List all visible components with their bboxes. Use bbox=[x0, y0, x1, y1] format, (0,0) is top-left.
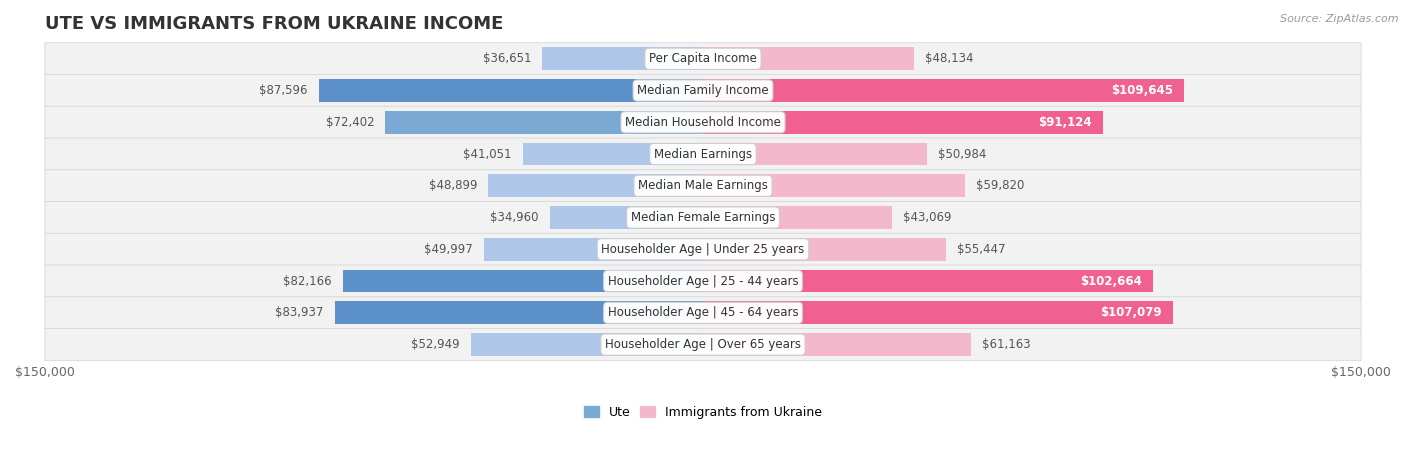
Text: Median Household Income: Median Household Income bbox=[626, 116, 780, 129]
Bar bbox=[703, 111, 1102, 134]
Text: $36,651: $36,651 bbox=[482, 52, 531, 65]
FancyBboxPatch shape bbox=[45, 297, 1361, 329]
Text: $43,069: $43,069 bbox=[903, 211, 952, 224]
Text: $34,960: $34,960 bbox=[491, 211, 538, 224]
Text: Householder Age | Over 65 years: Householder Age | Over 65 years bbox=[605, 338, 801, 351]
Text: UTE VS IMMIGRANTS FROM UKRAINE INCOME: UTE VS IMMIGRANTS FROM UKRAINE INCOME bbox=[45, 15, 503, 33]
FancyBboxPatch shape bbox=[45, 234, 1361, 265]
Bar bbox=[703, 79, 1184, 102]
FancyBboxPatch shape bbox=[45, 329, 1361, 361]
Text: Householder Age | 25 - 44 years: Householder Age | 25 - 44 years bbox=[607, 275, 799, 288]
Bar bbox=[703, 269, 1153, 292]
Text: $82,166: $82,166 bbox=[283, 275, 332, 288]
Text: $102,664: $102,664 bbox=[1081, 275, 1143, 288]
Text: $109,645: $109,645 bbox=[1111, 84, 1173, 97]
Text: $55,447: $55,447 bbox=[957, 243, 1005, 256]
Bar bbox=[343, 269, 703, 292]
Text: $87,596: $87,596 bbox=[259, 84, 308, 97]
Bar bbox=[703, 174, 966, 197]
Text: Median Female Earnings: Median Female Earnings bbox=[631, 211, 775, 224]
Bar bbox=[703, 206, 891, 229]
Bar bbox=[703, 333, 972, 356]
FancyBboxPatch shape bbox=[45, 42, 1361, 75]
Text: Source: ZipAtlas.com: Source: ZipAtlas.com bbox=[1281, 14, 1399, 24]
Text: $107,079: $107,079 bbox=[1099, 306, 1161, 319]
Text: Median Earnings: Median Earnings bbox=[654, 148, 752, 161]
Bar bbox=[703, 301, 1173, 324]
Text: $50,984: $50,984 bbox=[938, 148, 986, 161]
FancyBboxPatch shape bbox=[45, 170, 1361, 202]
Text: Median Male Earnings: Median Male Earnings bbox=[638, 179, 768, 192]
Bar bbox=[484, 238, 703, 261]
FancyBboxPatch shape bbox=[45, 106, 1361, 138]
FancyBboxPatch shape bbox=[45, 75, 1361, 106]
Text: $91,124: $91,124 bbox=[1038, 116, 1092, 129]
Bar bbox=[703, 47, 914, 70]
Bar bbox=[319, 79, 703, 102]
Bar bbox=[523, 142, 703, 165]
Text: $49,997: $49,997 bbox=[425, 243, 472, 256]
Text: $48,899: $48,899 bbox=[429, 179, 478, 192]
Text: Per Capita Income: Per Capita Income bbox=[650, 52, 756, 65]
Bar bbox=[471, 333, 703, 356]
Bar bbox=[543, 47, 703, 70]
Text: Householder Age | Under 25 years: Householder Age | Under 25 years bbox=[602, 243, 804, 256]
Bar bbox=[335, 301, 703, 324]
Bar bbox=[385, 111, 703, 134]
Text: $83,937: $83,937 bbox=[276, 306, 323, 319]
Bar bbox=[550, 206, 703, 229]
Text: $59,820: $59,820 bbox=[976, 179, 1025, 192]
Bar bbox=[703, 142, 927, 165]
FancyBboxPatch shape bbox=[45, 265, 1361, 297]
Text: Householder Age | 45 - 64 years: Householder Age | 45 - 64 years bbox=[607, 306, 799, 319]
Text: Median Family Income: Median Family Income bbox=[637, 84, 769, 97]
Bar bbox=[703, 238, 946, 261]
Text: $72,402: $72,402 bbox=[326, 116, 374, 129]
FancyBboxPatch shape bbox=[45, 202, 1361, 234]
Text: $41,051: $41,051 bbox=[464, 148, 512, 161]
Bar bbox=[488, 174, 703, 197]
Legend: Ute, Immigrants from Ukraine: Ute, Immigrants from Ukraine bbox=[579, 401, 827, 424]
Text: $52,949: $52,949 bbox=[411, 338, 460, 351]
FancyBboxPatch shape bbox=[45, 138, 1361, 170]
Text: $61,163: $61,163 bbox=[983, 338, 1031, 351]
Text: $48,134: $48,134 bbox=[925, 52, 973, 65]
